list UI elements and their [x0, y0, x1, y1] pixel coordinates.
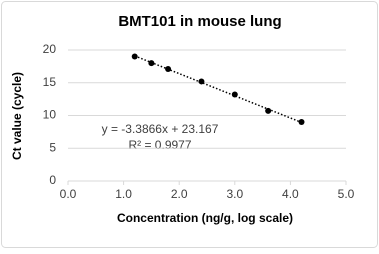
- trendline-equation: y = -3.3866x + 23.167: [102, 122, 219, 136]
- y-tick-label: 0: [49, 173, 56, 187]
- x-tick-label: 4.0: [282, 187, 299, 201]
- x-tick-label: 0.0: [60, 187, 77, 201]
- x-tick-label: 2.0: [171, 187, 188, 201]
- y-tick-label: 20: [43, 42, 57, 56]
- data-point: [198, 78, 205, 85]
- chart-border: [1, 1, 378, 248]
- data-point: [298, 119, 305, 126]
- x-tick-label: 5.0: [338, 187, 355, 201]
- data-point: [148, 60, 155, 67]
- data-point: [265, 107, 272, 114]
- y-axis-title: Ct value (cycle): [10, 72, 24, 160]
- y-tick-label: 10: [43, 108, 57, 122]
- y-tick-label: 5: [49, 140, 56, 154]
- data-point: [165, 65, 172, 72]
- x-tick-label: 1.0: [115, 187, 132, 201]
- data-point: [231, 91, 238, 98]
- chart-title: BMT101 in mouse lung: [118, 13, 281, 30]
- data-point: [131, 53, 138, 60]
- x-axis-title: Concentration (ng/g, log scale): [117, 211, 293, 225]
- y-tick-label: 15: [43, 75, 57, 89]
- x-tick-label: 3.0: [226, 187, 243, 201]
- trendline-r2: R² = 0.9977: [128, 138, 191, 152]
